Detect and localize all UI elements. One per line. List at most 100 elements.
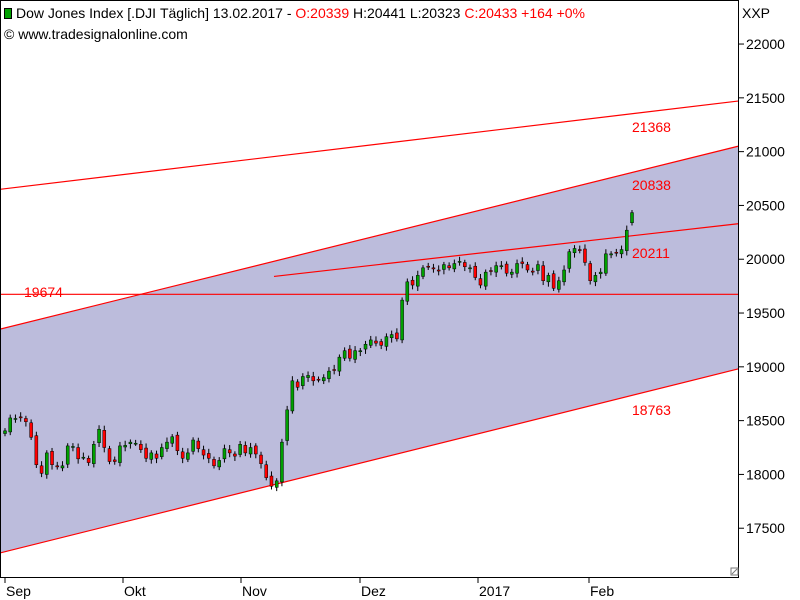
candle-body <box>144 447 148 459</box>
candle-body <box>133 442 138 445</box>
trendline-20838 <box>0 145 739 330</box>
candle-body <box>369 339 373 346</box>
interval-label: Täglich] <box>159 5 209 21</box>
candle <box>311 371 316 386</box>
candle-body <box>201 449 206 456</box>
candle <box>337 354 342 376</box>
candle <box>29 419 33 440</box>
candle <box>463 259 467 272</box>
candle <box>191 437 195 455</box>
candle <box>285 405 289 446</box>
candle <box>630 209 634 226</box>
candle-body <box>18 416 23 419</box>
candle-body <box>13 418 18 420</box>
candle-body <box>269 475 274 487</box>
candle <box>551 270 556 291</box>
candle <box>139 440 143 453</box>
candle-body <box>463 262 467 268</box>
candle-body <box>478 278 483 286</box>
candle-body <box>81 456 86 459</box>
candle-body <box>510 271 514 275</box>
candle-body <box>489 270 493 272</box>
low-value: L:20323 <box>409 5 461 21</box>
candle <box>572 245 577 258</box>
candle <box>92 440 96 468</box>
candle-body <box>196 440 201 449</box>
candle-body <box>165 441 169 449</box>
symbol-label: Dow Jones Index [.DJI <box>16 5 157 21</box>
candle-body <box>170 436 174 444</box>
y-tick-label: 19500 <box>746 305 785 321</box>
candle <box>301 373 305 390</box>
candle-body <box>321 377 326 382</box>
candle <box>201 445 206 460</box>
candle <box>212 456 216 469</box>
candle-body <box>60 465 65 469</box>
candle <box>18 412 23 422</box>
candle <box>478 273 483 289</box>
candle-body <box>604 253 608 274</box>
candle-body <box>222 448 227 460</box>
candle-body <box>473 265 477 278</box>
candle-body <box>515 263 519 274</box>
candle-body <box>442 264 446 270</box>
candle-body <box>248 447 253 455</box>
candle <box>60 461 65 472</box>
line-labels: 21368 20838 20211 19674 18763 <box>24 119 671 418</box>
candle <box>447 262 451 271</box>
candle-body <box>520 261 525 264</box>
resize-handle[interactable] <box>730 567 739 576</box>
candle-body <box>609 253 613 256</box>
candle-body <box>97 428 101 443</box>
candle <box>369 335 373 348</box>
candle-body <box>593 275 598 283</box>
candle <box>342 347 347 361</box>
candle-body <box>353 350 357 360</box>
candle <box>489 267 493 276</box>
candle-body <box>619 249 624 255</box>
candle <box>332 364 336 375</box>
candle-body <box>102 430 107 448</box>
candle-body <box>562 269 566 283</box>
y-tick-label: 19000 <box>746 359 785 375</box>
candle-body <box>358 350 363 353</box>
candle-body <box>3 430 7 434</box>
candle-body <box>311 376 316 382</box>
close-change-value: C:20433 +164 +0% <box>464 5 585 21</box>
candle <box>71 443 75 452</box>
trendline-21368 <box>0 100 739 190</box>
candle <box>3 428 7 437</box>
candle <box>133 439 138 446</box>
candle <box>149 450 154 464</box>
date-label: 13.02.2017 <box>212 5 283 21</box>
candle <box>243 441 248 457</box>
candle-body <box>285 409 289 441</box>
candle-body <box>374 340 378 344</box>
y-tick-label: 20500 <box>746 197 785 213</box>
candle-body <box>557 280 561 290</box>
candle <box>217 457 221 471</box>
candle <box>160 443 164 460</box>
candle-body <box>572 248 577 254</box>
candle <box>546 272 551 287</box>
candle <box>374 336 378 347</box>
candle <box>389 330 394 343</box>
candle-body <box>625 229 629 251</box>
candle <box>186 448 190 463</box>
candle <box>604 249 608 276</box>
candle-body <box>34 435 39 465</box>
candle-body <box>149 452 154 460</box>
candle <box>395 328 399 342</box>
candle-body <box>118 445 122 463</box>
trendlines <box>0 100 739 554</box>
candle-body <box>483 271 488 287</box>
candle-body <box>217 460 221 468</box>
y-axis: 17500 18000 18500 19000 19500 20000 20500 21000… <box>738 36 785 536</box>
candle <box>34 431 39 468</box>
candle <box>583 244 587 266</box>
candle <box>81 452 86 460</box>
candle-body <box>327 370 331 379</box>
y-tick-label: 20000 <box>746 251 785 267</box>
candle <box>233 451 237 461</box>
